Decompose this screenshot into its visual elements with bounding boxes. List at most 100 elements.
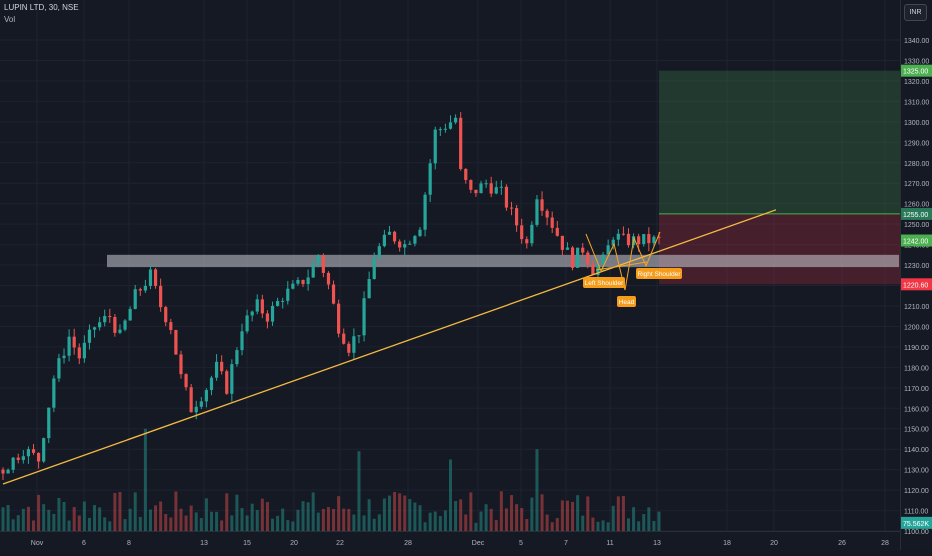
candle bbox=[250, 310, 254, 322]
volume-bar bbox=[37, 494, 41, 531]
candle bbox=[31, 443, 36, 456]
volume-bar bbox=[560, 500, 564, 531]
price-badge bbox=[901, 278, 932, 291]
candle-body bbox=[179, 354, 183, 375]
time-label: 18 bbox=[723, 540, 731, 547]
volume-bar bbox=[255, 510, 259, 531]
head-label: Head bbox=[617, 296, 636, 307]
price-tick: 1250.00 bbox=[904, 222, 929, 229]
volume-bar bbox=[26, 506, 30, 531]
chart-pane[interactable]: Left Shoulder Head Right Shoulder LUPIN LT… bbox=[0, 0, 900, 531]
volume-bar bbox=[113, 492, 117, 531]
price-tick: 1280.00 bbox=[904, 161, 929, 168]
price-tick: 1230.00 bbox=[904, 263, 929, 270]
chart-canvas[interactable]: Left Shoulder Head Right Shoulder bbox=[0, 0, 900, 531]
volume-bar bbox=[77, 515, 81, 531]
candle bbox=[47, 407, 51, 444]
candle-body bbox=[220, 361, 224, 372]
candle-body bbox=[209, 377, 214, 391]
right-shoulder-label: Right Shoulder bbox=[636, 268, 682, 279]
candle-body bbox=[438, 129, 442, 131]
time-label: 13 bbox=[653, 540, 661, 547]
candle-body bbox=[194, 406, 198, 413]
volume-bar bbox=[93, 505, 97, 531]
candle bbox=[179, 350, 183, 379]
candle-body bbox=[464, 168, 468, 180]
candle bbox=[448, 115, 453, 130]
currency-button[interactable]: INR bbox=[904, 4, 927, 21]
candle-body bbox=[311, 263, 315, 278]
candle bbox=[499, 180, 503, 195]
candle bbox=[372, 252, 376, 280]
candle bbox=[479, 180, 483, 194]
volume-bar bbox=[235, 494, 239, 531]
volume-bar bbox=[296, 509, 300, 531]
candle-body bbox=[57, 358, 61, 379]
candle bbox=[184, 373, 188, 391]
candle bbox=[515, 204, 519, 232]
candle-body bbox=[148, 269, 153, 286]
volume-bar bbox=[240, 507, 244, 531]
candle bbox=[357, 335, 361, 344]
candle bbox=[606, 239, 610, 255]
volume-bar bbox=[535, 449, 539, 531]
volume-bar bbox=[510, 495, 514, 531]
candle-body bbox=[398, 241, 402, 248]
candle bbox=[153, 267, 158, 289]
volume-bar bbox=[133, 492, 137, 531]
price-badge-text: 1255.00 bbox=[903, 212, 928, 219]
candle bbox=[291, 280, 295, 290]
volume-bar bbox=[565, 500, 569, 531]
volume-bar bbox=[16, 515, 20, 531]
volume-bar bbox=[326, 507, 330, 531]
volume-bar bbox=[118, 491, 122, 531]
price-tick: 1190.00 bbox=[904, 345, 929, 352]
volume-bar bbox=[199, 518, 203, 531]
candle bbox=[326, 271, 331, 290]
candle-body bbox=[337, 303, 341, 334]
candle bbox=[347, 341, 351, 357]
candle-body bbox=[611, 239, 615, 246]
candle-body bbox=[296, 279, 300, 284]
volume-bar bbox=[443, 510, 447, 531]
volume-bar bbox=[148, 509, 152, 531]
candle-body bbox=[413, 236, 417, 244]
candle-body bbox=[113, 317, 117, 333]
candle bbox=[540, 191, 544, 216]
candle bbox=[494, 180, 498, 195]
volume-bar bbox=[474, 522, 478, 531]
candle-body bbox=[423, 194, 427, 230]
volume-indicator-label[interactable]: Vol bbox=[4, 15, 16, 24]
candle-body bbox=[92, 327, 97, 330]
candle bbox=[565, 242, 570, 250]
volume-bar bbox=[57, 497, 61, 531]
candle bbox=[459, 112, 463, 171]
volume-bar bbox=[377, 514, 381, 531]
volume-bar bbox=[179, 508, 183, 531]
candle-body bbox=[103, 316, 107, 323]
time-label: Dec bbox=[472, 540, 485, 547]
volume-bar bbox=[108, 521, 112, 531]
price-tick: 1120.00 bbox=[904, 488, 929, 495]
price-tick: 1200.00 bbox=[904, 324, 929, 331]
volume-bar bbox=[382, 498, 386, 531]
candle-body bbox=[291, 283, 295, 289]
candle-body bbox=[276, 300, 280, 306]
volume-bar bbox=[576, 495, 580, 531]
time-label: 26 bbox=[838, 540, 846, 547]
time-scale[interactable]: Nov 6 8 13 15 20 22 28 Dec 5 7 11 13 18 20 26 28 bbox=[0, 531, 900, 551]
candle bbox=[520, 218, 524, 244]
volume-bar bbox=[82, 501, 86, 531]
volume-bar bbox=[143, 428, 147, 531]
candle bbox=[281, 297, 285, 309]
volume-bar bbox=[449, 459, 453, 531]
volume-bar bbox=[494, 520, 498, 531]
candle-body bbox=[484, 183, 488, 185]
candle-body bbox=[479, 183, 483, 194]
candle-body bbox=[525, 239, 529, 244]
candle-body bbox=[250, 311, 254, 316]
price-scale[interactable]: 1340.00 1330.00 1320.00 1310.00 1300.00 1290.… bbox=[900, 0, 932, 550]
symbol-title[interactable]: LUPIN LTD, 30, NSE bbox=[4, 3, 79, 12]
candle-body bbox=[474, 189, 478, 194]
volume-bar bbox=[652, 520, 656, 531]
